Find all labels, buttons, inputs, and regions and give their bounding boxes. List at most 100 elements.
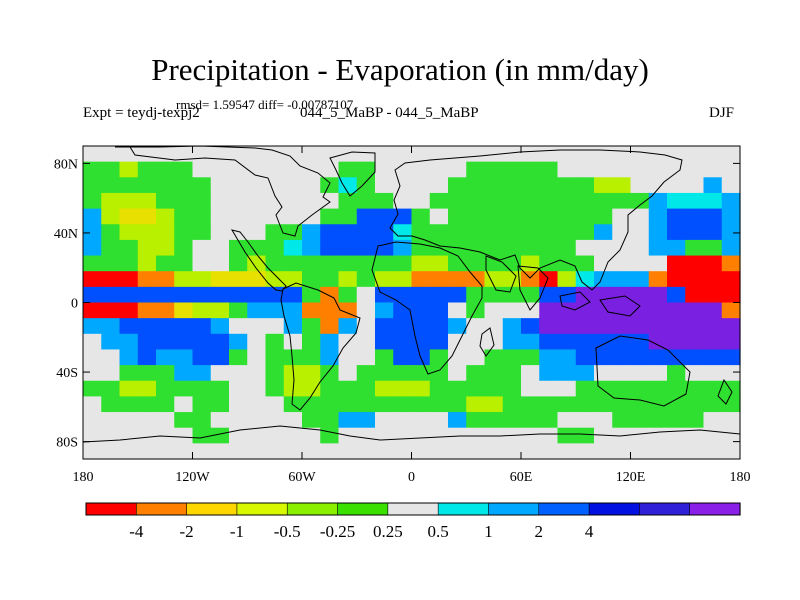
- field-cell: [612, 161, 632, 178]
- field-cell: [192, 286, 212, 304]
- field-cell: [393, 396, 413, 413]
- field-cell: [703, 380, 723, 397]
- field-cell: [356, 146, 376, 163]
- field-cell: [210, 239, 230, 257]
- field-cell: [411, 396, 431, 413]
- field-cell: [356, 349, 376, 366]
- field-cell: [575, 396, 595, 413]
- field-cell: [229, 396, 248, 413]
- field-cell: [229, 161, 248, 178]
- field-cell: [557, 427, 577, 444]
- field-cell: [393, 286, 413, 304]
- coastline-india: [517, 265, 549, 311]
- field-cell: [703, 271, 723, 288]
- field-cell: [393, 255, 413, 272]
- field-cell: [575, 443, 595, 460]
- field-cell: [685, 412, 705, 429]
- field-cell: [448, 396, 467, 413]
- colorbar-swatch: [236, 502, 288, 516]
- field-cell: [685, 333, 705, 351]
- colorbar-swatch: [588, 502, 640, 516]
- field-cell: [411, 412, 431, 429]
- field-cell: [229, 333, 248, 351]
- field-cell: [356, 443, 376, 460]
- field-cell: [594, 286, 613, 304]
- colorbar-label: 4: [585, 522, 594, 541]
- colorbar-swatch: [437, 502, 490, 516]
- field-cell: [247, 271, 267, 288]
- field-cell: [685, 177, 705, 194]
- field-cell: [137, 177, 157, 194]
- field-cell: [265, 192, 285, 210]
- field-cell: [557, 192, 577, 210]
- field-cell: [448, 365, 467, 382]
- field-cell: [557, 365, 577, 382]
- field-cell: [247, 396, 267, 413]
- field-cell: [283, 208, 303, 225]
- field-cell: [393, 412, 413, 429]
- field-cell: [101, 239, 121, 257]
- field-cell: [502, 443, 522, 460]
- field-cell: [703, 286, 723, 304]
- field-cell: [229, 302, 248, 319]
- field-cell: [229, 286, 248, 304]
- field-cell: [502, 333, 522, 351]
- field-cell: [539, 286, 559, 304]
- field-cell: [210, 349, 230, 366]
- field-cell: [283, 443, 303, 460]
- field-cell: [685, 286, 705, 304]
- field-cell: [721, 239, 741, 257]
- field-cell: [648, 318, 668, 335]
- field-cell: [119, 380, 139, 397]
- field-cell: [630, 380, 650, 397]
- field-cell: [484, 365, 504, 382]
- field-cell: [721, 318, 741, 335]
- map-title: Precipitation - Evaporation (in mm/day): [151, 52, 649, 87]
- field-cell: [721, 255, 741, 272]
- field-cell: [466, 286, 486, 304]
- field-cell: [502, 412, 522, 429]
- field-cell: [521, 412, 540, 429]
- field-cell: [575, 318, 595, 335]
- colorbar-swatch: [689, 502, 741, 516]
- coastline-antarctica: [82, 425, 741, 443]
- field-cell: [521, 224, 540, 241]
- field-cell: [411, 380, 431, 397]
- field-cell: [466, 412, 486, 429]
- field-cell: [484, 286, 504, 304]
- colorbar-label: -1: [230, 522, 244, 541]
- field-cell: [667, 380, 686, 397]
- field-cell: [667, 318, 686, 335]
- field-cell: [356, 239, 376, 257]
- field-cell: [521, 380, 540, 397]
- field-cell: [484, 161, 504, 178]
- field-cell: [539, 318, 559, 335]
- field-cell: [429, 224, 449, 241]
- field-cell: [721, 286, 741, 304]
- field-cell: [648, 177, 668, 194]
- field-cell: [557, 208, 577, 225]
- field-cell: [667, 146, 686, 163]
- field-cell: [119, 443, 139, 460]
- field-cell: [411, 192, 431, 210]
- field-cell: [502, 146, 522, 163]
- field-cell: [630, 146, 650, 163]
- field-cell: [119, 161, 139, 178]
- field-cell: [539, 208, 559, 225]
- field-cell: [247, 286, 267, 304]
- field-cell: [210, 318, 230, 335]
- field-cell: [302, 192, 321, 210]
- field-cell: [393, 443, 413, 460]
- field-cell: [539, 239, 559, 257]
- field-cell: [411, 177, 431, 194]
- coastline-central-america: [230, 229, 287, 292]
- field-cell: [429, 177, 449, 194]
- field-cell: [302, 255, 321, 272]
- field-cell: [411, 208, 431, 225]
- field-cell: [83, 412, 102, 429]
- field-cell: [667, 255, 686, 272]
- field-cell: [210, 177, 230, 194]
- field-cell: [83, 365, 102, 382]
- field-cell: [83, 255, 102, 272]
- field-cell: [667, 365, 686, 382]
